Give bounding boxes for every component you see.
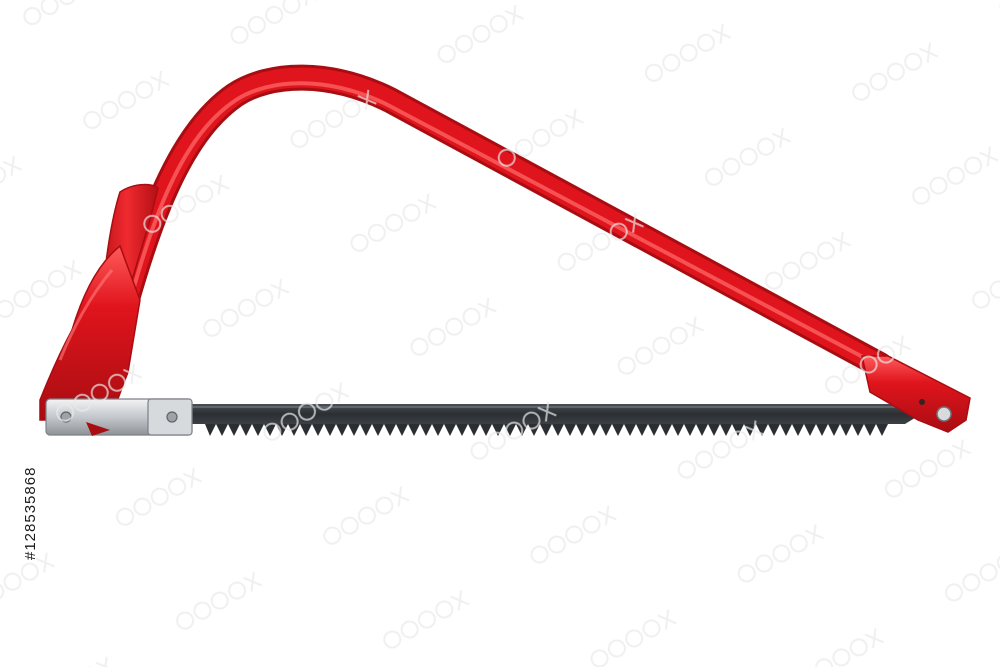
rivet-right	[936, 406, 952, 422]
rivet-hole-right	[919, 399, 925, 405]
stock-image-id: #128535868	[22, 466, 39, 560]
saw-teeth	[205, 424, 888, 436]
clamp-rivet-left	[60, 411, 72, 423]
saw-blade	[185, 404, 918, 436]
saw-frame	[97, 64, 971, 433]
clamp-rivet-right	[166, 411, 178, 423]
saw-handle	[39, 183, 159, 421]
blade-clamp	[45, 398, 193, 436]
